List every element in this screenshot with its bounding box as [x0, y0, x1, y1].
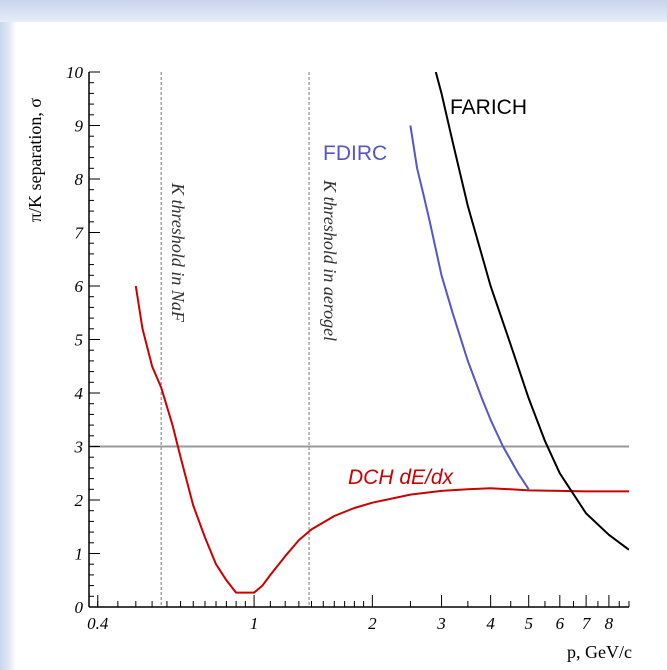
- y-tick-label: 6: [75, 277, 84, 296]
- x-tick-label: 7: [582, 614, 592, 633]
- series-label-dch: DCH dE/dx: [348, 466, 455, 489]
- series-label-fdirc: FDIRC: [323, 142, 387, 165]
- y-tick-label: 0: [75, 598, 84, 617]
- x-tick-label: 4: [486, 614, 495, 633]
- grid-layer: [89, 72, 629, 607]
- threshold-label-aerogel: K threshold in aerogel: [320, 179, 340, 341]
- series-line-fdirc: [409, 125, 530, 490]
- chart-panel: [16, 22, 667, 670]
- y-tick-label: 9: [75, 117, 84, 136]
- window-top-band: [0, 0, 667, 22]
- x-axis-title: p, GeV/c: [567, 642, 632, 662]
- x-tick-label: 0.4: [87, 614, 109, 633]
- series-line-dch-de-dx: [134, 285, 629, 594]
- series-layer: [134, 72, 629, 594]
- y-tick-label: 8: [75, 170, 84, 189]
- x-tick-label: 6: [556, 614, 565, 633]
- x-tick-label: 5: [524, 614, 533, 633]
- y-tick-label: 1: [75, 545, 84, 564]
- series-line-farich: [434, 72, 629, 551]
- axis-layer: [88, 71, 630, 608]
- threshold-label-naf: K threshold in NaF: [168, 182, 188, 323]
- y-tick-label: 4: [75, 384, 84, 403]
- x-tick-label: 8: [605, 614, 614, 633]
- y-axis-title: π/K separation, σ: [25, 98, 45, 223]
- series-label-farich: FARICH: [450, 96, 527, 119]
- y-tick-label: 2: [75, 491, 84, 510]
- y-tick-label: 3: [74, 438, 84, 457]
- x-tick-label: 3: [436, 614, 446, 633]
- y-tick-label: 5: [75, 331, 84, 350]
- y-tick-label: 10: [66, 63, 84, 82]
- x-tick-label: 2: [368, 614, 377, 633]
- x-tick-label: 1: [250, 614, 259, 633]
- y-tick-label: 7: [75, 224, 85, 243]
